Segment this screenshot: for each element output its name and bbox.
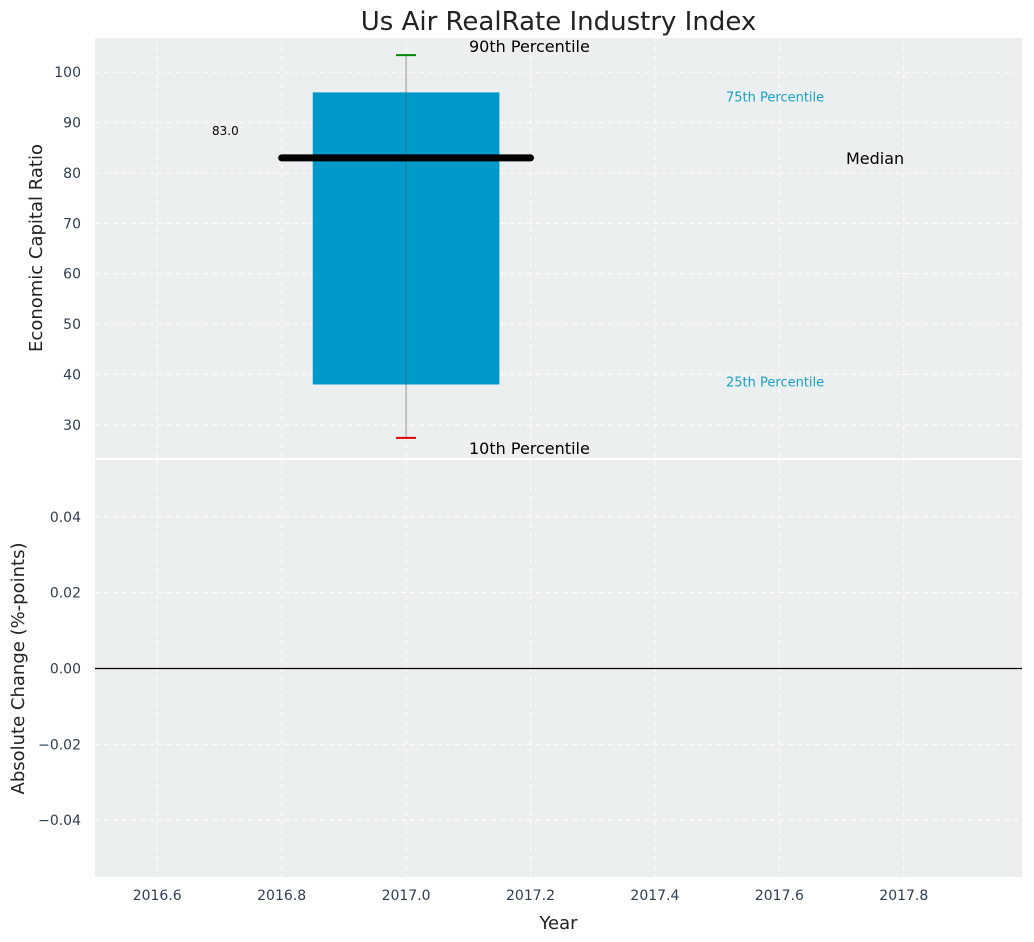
top-y-tick-1: 40 bbox=[63, 367, 81, 383]
top-y-tick-5: 80 bbox=[63, 166, 81, 182]
bottom-y-tick-1: −0.02 bbox=[38, 737, 81, 753]
top-grid bbox=[95, 38, 1022, 458]
top-y-tick-0: 30 bbox=[63, 418, 81, 434]
bottom-y-tick-0: −0.04 bbox=[38, 813, 81, 829]
top-panel-background bbox=[95, 38, 1022, 458]
median-annotation: Median bbox=[846, 149, 904, 168]
top-y-tick-7: 100 bbox=[54, 65, 81, 81]
x-tick-2: 2017.0 bbox=[382, 888, 431, 904]
x-axis-label: Year bbox=[538, 913, 578, 934]
p10-annotation: 10th Percentile bbox=[469, 439, 590, 458]
x-tick-1: 2016.8 bbox=[257, 888, 306, 904]
top-y-axis-label: Economic Capital Ratio bbox=[26, 144, 47, 352]
x-tick-0: 2016.6 bbox=[133, 888, 182, 904]
p75-annotation: 75th Percentile bbox=[726, 90, 824, 105]
bottom-y-tick-3: 0.02 bbox=[50, 586, 81, 602]
x-tick-5: 2017.6 bbox=[755, 888, 804, 904]
x-tick-4: 2017.4 bbox=[630, 888, 679, 904]
bottom-y-tick-4: 0.04 bbox=[50, 510, 81, 526]
bottom-y-tick-2: 0.00 bbox=[50, 662, 81, 678]
x-tick-labels: 2016.6 2016.8 2017.0 2017.2 2017.4 2017.6 2017… bbox=[133, 888, 929, 904]
top-y-tick-6: 90 bbox=[63, 116, 81, 132]
x-tick-6: 2017.8 bbox=[879, 888, 928, 904]
p25-annotation: 25th Percentile bbox=[726, 375, 824, 390]
top-y-tick-4: 70 bbox=[63, 216, 81, 232]
median-value-label: 83.0 bbox=[212, 124, 239, 138]
bottom-y-tick-labels: −0.04 −0.02 0.00 0.02 0.04 bbox=[38, 510, 81, 829]
bottom-y-axis-label: Absolute Change (%-points) bbox=[8, 543, 29, 795]
x-tick-3: 2017.2 bbox=[506, 888, 555, 904]
top-y-tick-2: 50 bbox=[63, 317, 81, 333]
top-y-tick-labels: 30 40 50 60 70 80 90 100 bbox=[54, 65, 81, 434]
chart-title: Us Air RealRate Industry Index bbox=[361, 7, 757, 37]
p90-annotation: 90th Percentile bbox=[469, 37, 590, 56]
top-y-tick-3: 60 bbox=[63, 267, 81, 283]
